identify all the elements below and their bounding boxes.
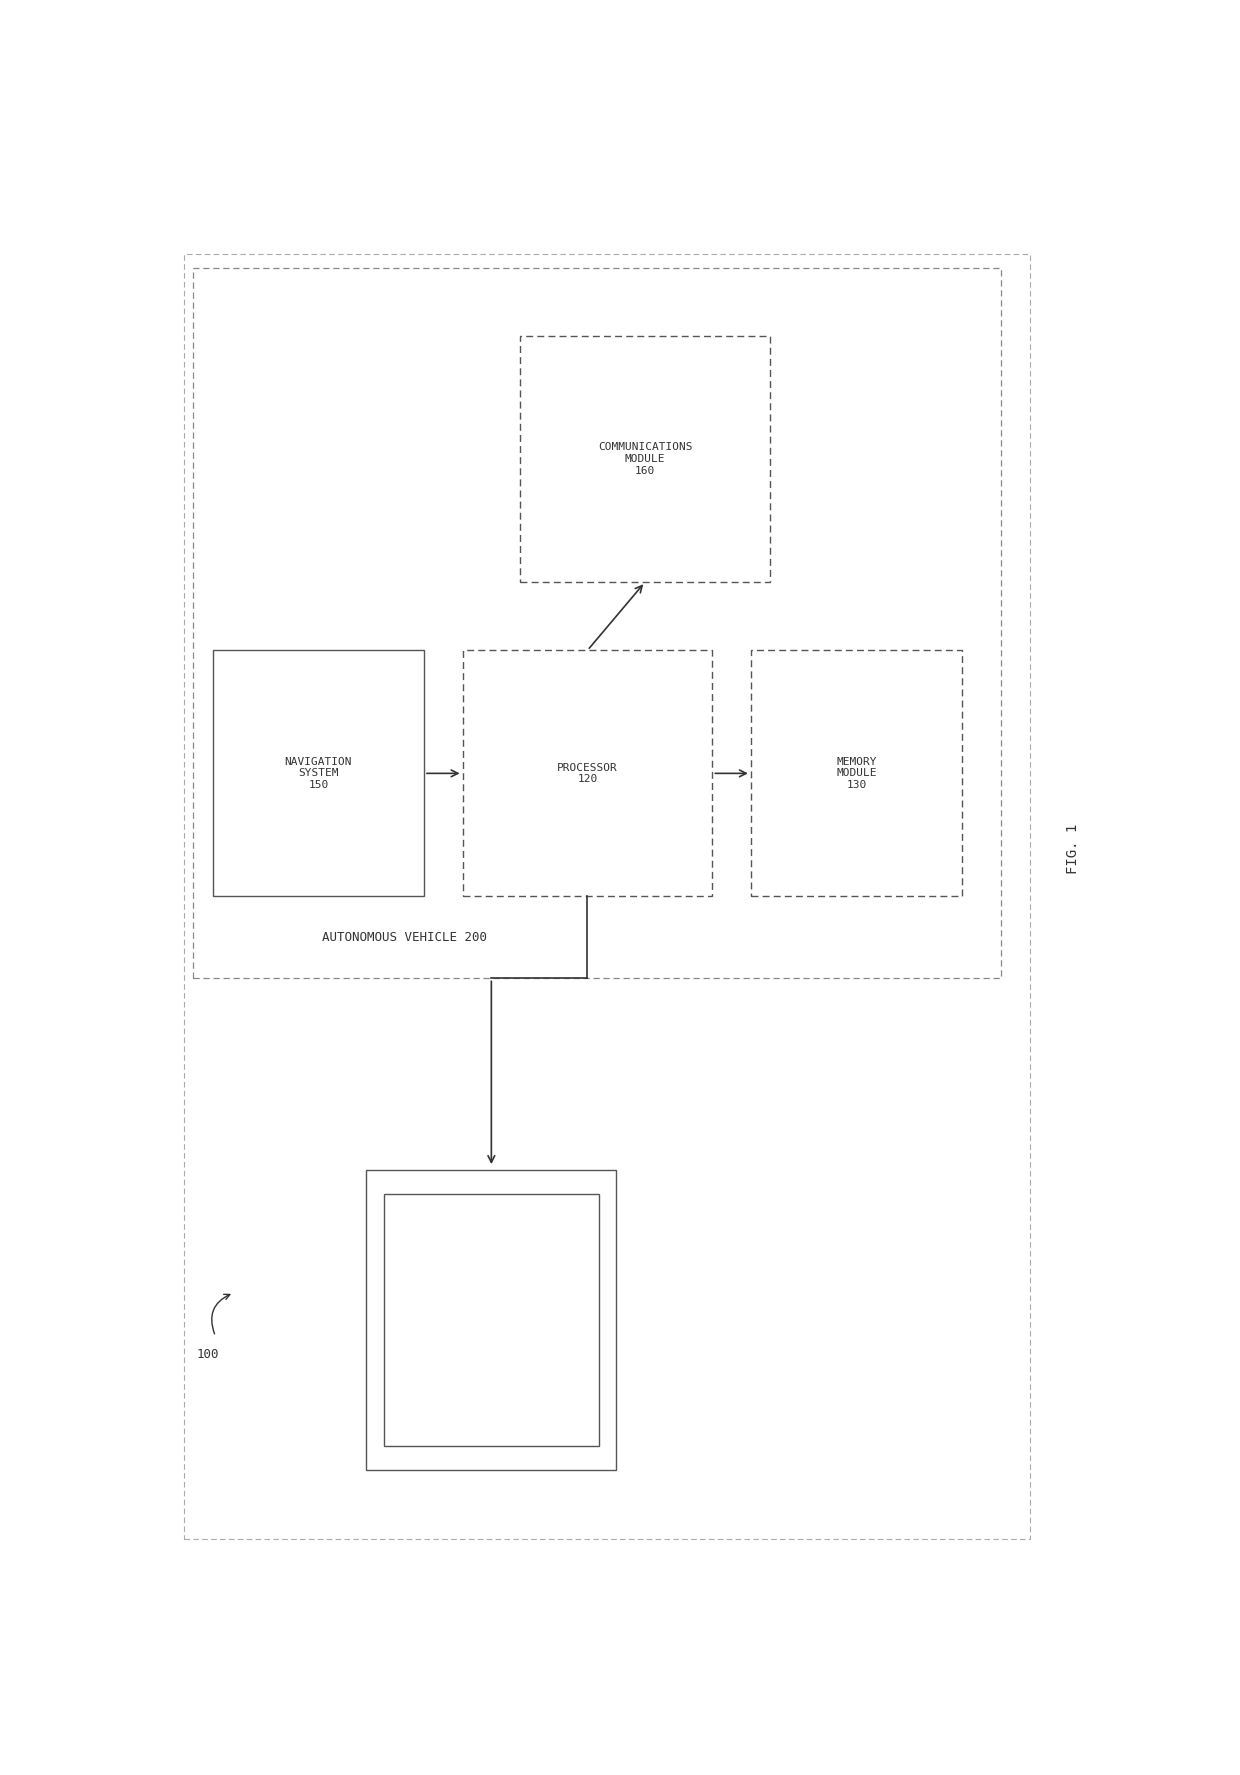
- Text: PROCESSOR
120: PROCESSOR 120: [557, 763, 618, 785]
- Bar: [184, 254, 1029, 1539]
- Text: CLOUD 180: CLOUD 180: [458, 1314, 525, 1326]
- Text: MEMORY
MODULE
130: MEMORY MODULE 130: [836, 756, 877, 790]
- Text: COMMUNICATIONS
MODULE
160: COMMUNICATIONS MODULE 160: [598, 442, 692, 476]
- Text: NAVIGATION
SYSTEM
150: NAVIGATION SYSTEM 150: [285, 756, 352, 790]
- Text: 100: 100: [197, 1347, 219, 1361]
- Bar: [193, 268, 1001, 978]
- Text: AUTONOMOUS VEHICLE 200: AUTONOMOUS VEHICLE 200: [322, 932, 487, 944]
- FancyArrowPatch shape: [212, 1294, 229, 1333]
- Bar: [751, 650, 962, 896]
- Bar: [367, 1170, 616, 1470]
- Bar: [213, 650, 424, 896]
- Bar: [463, 650, 713, 896]
- Bar: [383, 1195, 599, 1447]
- Bar: [521, 335, 770, 582]
- Text: FIG. 1: FIG. 1: [1065, 824, 1080, 873]
